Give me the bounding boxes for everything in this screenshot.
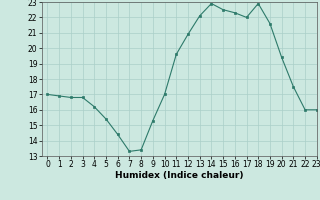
X-axis label: Humidex (Indice chaleur): Humidex (Indice chaleur) [115, 171, 244, 180]
